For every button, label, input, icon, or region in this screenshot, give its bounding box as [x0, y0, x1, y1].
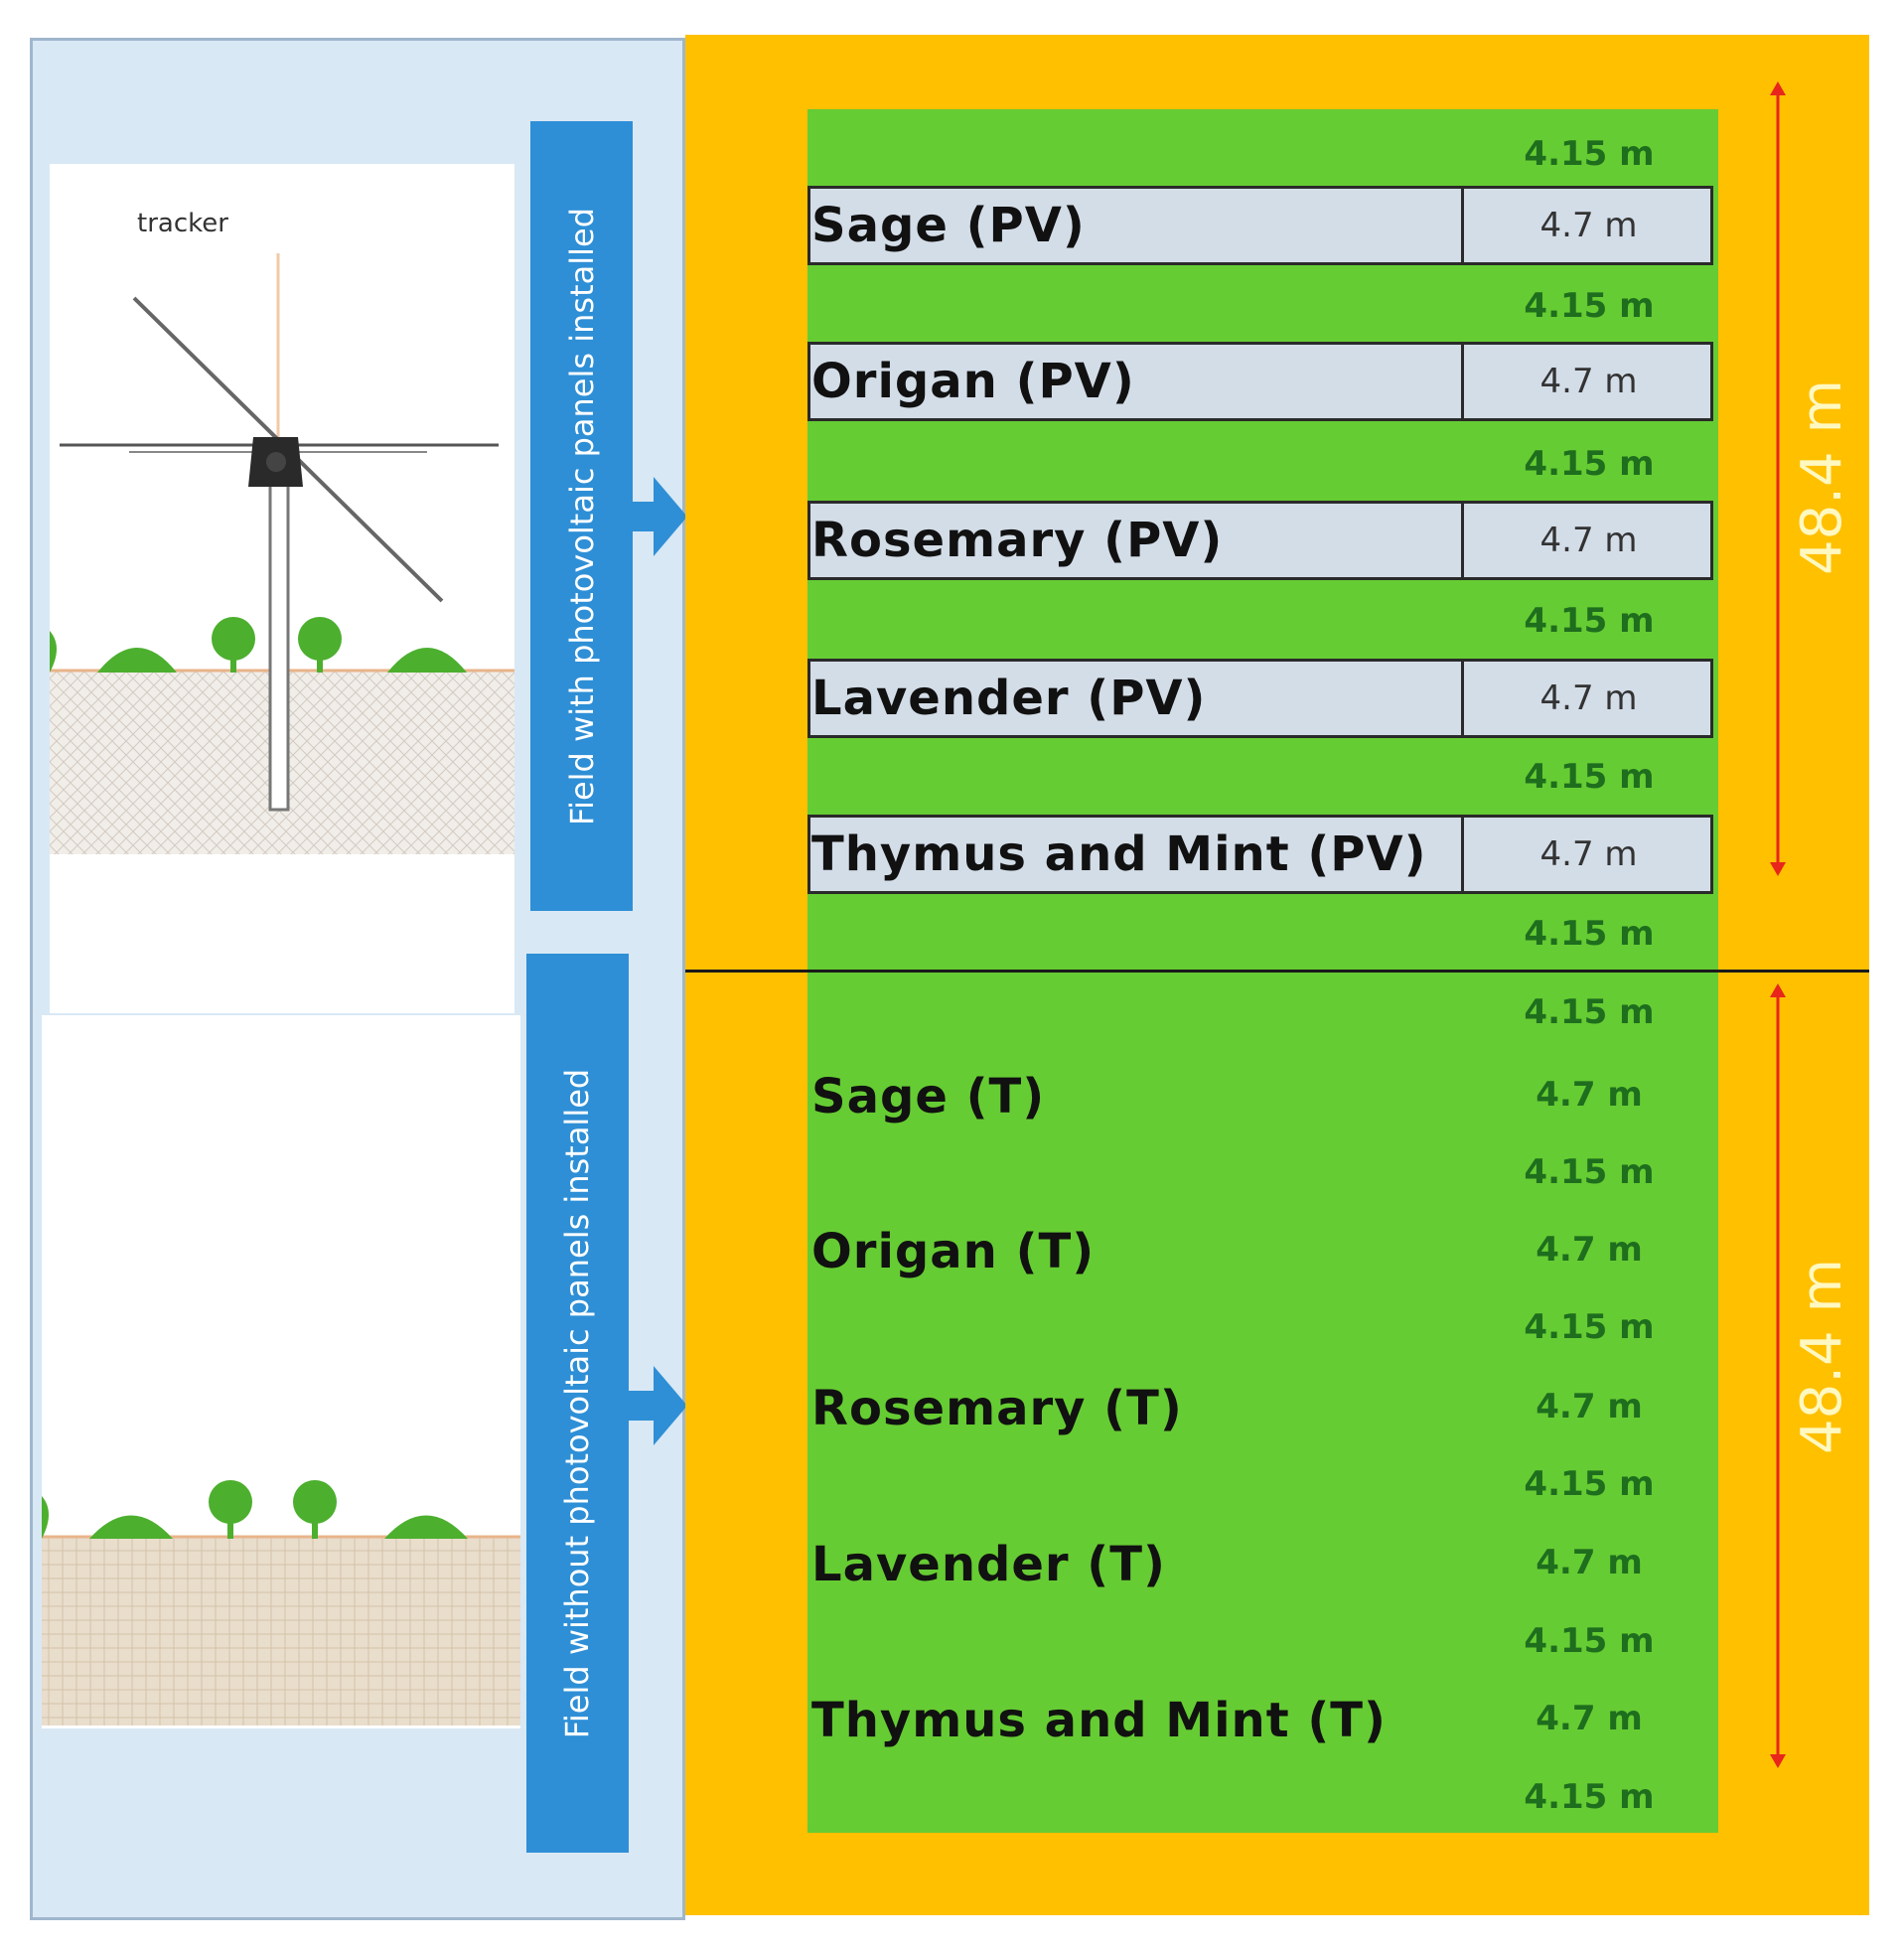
crop-row: Origan (PV) 4.7 m — [807, 342, 1718, 425]
row-width: 4.7 m — [1536, 1075, 1643, 1115]
crop-name: Thymus and Mint (PV) — [811, 826, 1427, 882]
field-length-label: 48.4 m — [1790, 378, 1855, 575]
crop-name: Lavender (PV) — [811, 671, 1207, 726]
crop-name: Lavender (T) — [811, 1537, 1166, 1592]
field-length-label: 48.4 m — [1790, 1258, 1855, 1454]
plant-icons — [42, 1480, 468, 1539]
open-field-illustration — [42, 1015, 520, 1728]
crop-name: Origan (T) — [811, 1224, 1096, 1279]
pv-band — [807, 501, 1713, 580]
spacing-label: 4.15 m — [1524, 1464, 1655, 1504]
open-crop-area — [807, 973, 1718, 1833]
crop-name: Rosemary (T) — [811, 1381, 1183, 1436]
spacing-label: 4.15 m — [1524, 914, 1655, 954]
spacing-label: 4.15 m — [1524, 1777, 1655, 1817]
crop-name: Sage (PV) — [811, 198, 1086, 253]
row-width: 4.7 m — [1536, 1230, 1643, 1270]
dimension-arrow — [1770, 983, 1786, 1768]
open-field-label: Field without photovoltaic panels instal… — [526, 954, 629, 1853]
row-width: 4.7 m — [1539, 362, 1638, 401]
crop-row: Rosemary (PV) 4.7 m — [807, 501, 1718, 584]
spacing-label: 4.15 m — [1524, 601, 1655, 641]
plant-icons — [50, 617, 467, 673]
pv-band — [807, 342, 1713, 421]
crop-name: Sage (T) — [811, 1069, 1046, 1125]
tracker-label: tracker — [137, 209, 228, 238]
row-width: 4.7 m — [1539, 678, 1638, 718]
crop-name: Rosemary (PV) — [811, 513, 1224, 568]
field-divider — [685, 970, 1869, 973]
spacing-label: 4.15 m — [1524, 134, 1655, 174]
spacing-label: 4.15 m — [1524, 286, 1655, 326]
arrow-right-icon — [626, 1366, 687, 1445]
row-width: 4.7 m — [1539, 206, 1638, 245]
pv-band — [807, 186, 1713, 265]
crop-row: Lavender (PV) 4.7 m — [807, 659, 1718, 742]
crop-row: Sage (PV) 4.7 m — [807, 186, 1718, 269]
row-width: 4.7 m — [1536, 1387, 1643, 1426]
spacing-label: 4.15 m — [1524, 1621, 1655, 1661]
crop-name: Thymus and Mint (T) — [811, 1693, 1387, 1748]
pv-band — [807, 659, 1713, 738]
pv-band — [807, 815, 1713, 894]
crop-name: Origan (PV) — [811, 354, 1135, 409]
spacing-label: 4.15 m — [1524, 444, 1655, 484]
dimension-arrow — [1770, 81, 1786, 876]
spacing-label: 4.15 m — [1524, 1307, 1655, 1347]
pv-field-illustration: tracker — [50, 164, 514, 1013]
row-width: 4.7 m — [1536, 1543, 1643, 1582]
spacing-label: 4.15 m — [1524, 1152, 1655, 1192]
pv-field-label: Field with photovoltaic panels installed — [530, 121, 633, 911]
spacing-label: 4.15 m — [1524, 757, 1655, 797]
crop-row: Thymus and Mint (PV) 4.7 m — [807, 815, 1718, 898]
row-width: 4.7 m — [1536, 1699, 1643, 1738]
arrow-right-icon — [626, 477, 687, 556]
row-width: 4.7 m — [1539, 834, 1638, 874]
spacing-label: 4.15 m — [1524, 992, 1655, 1032]
row-width: 4.7 m — [1539, 521, 1638, 560]
